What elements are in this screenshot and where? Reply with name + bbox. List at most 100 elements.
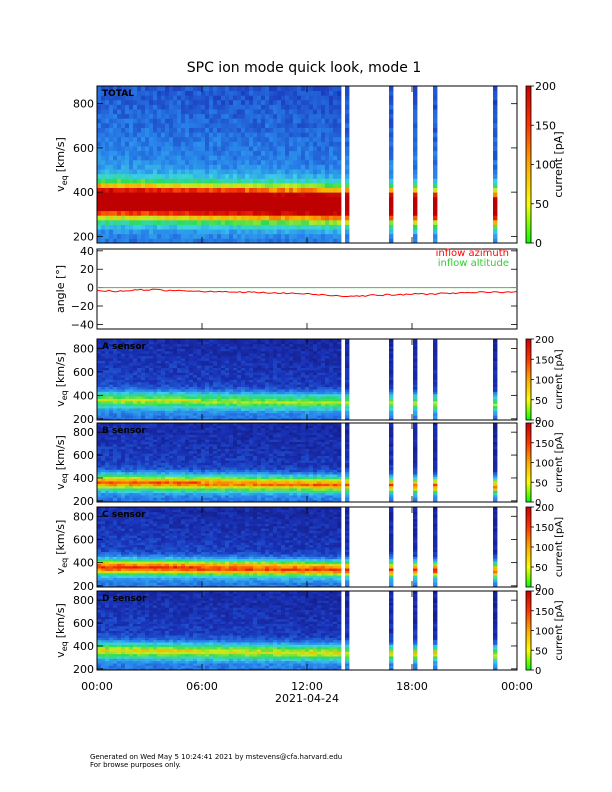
spectrogram-1-cell — [297, 210, 302, 216]
spectrogram-2-cell — [201, 403, 206, 407]
spectrogram-2-cell — [221, 367, 226, 371]
spectrogram-1-cell — [329, 132, 334, 138]
spectrogram-2-cell — [149, 374, 154, 378]
spectrogram-2-cell — [141, 398, 146, 402]
spectrogram-2-cell — [217, 393, 222, 397]
spectrogram-2-cell — [121, 403, 126, 407]
spectrogram-2-cell — [205, 348, 210, 352]
spectrogram-1-cell — [205, 192, 210, 198]
spectrogram-1-cell — [157, 173, 162, 179]
spectrogram-1-cell — [269, 233, 274, 239]
spectrogram-2-cell — [253, 367, 258, 371]
spectrogram-1-cell — [201, 164, 206, 170]
spectrogram-1-cell — [413, 109, 418, 115]
spectrogram-2-cell — [309, 410, 314, 414]
spectrogram-2-cell — [245, 372, 250, 376]
spectrogram-2-cell — [169, 398, 174, 402]
spectrogram-1-cell — [321, 182, 326, 188]
spectrogram-2-cell — [109, 410, 114, 414]
spectrogram-1-cell — [301, 150, 306, 156]
spectrogram-3-cell — [137, 464, 142, 468]
spectrogram-2-cell — [105, 369, 110, 373]
spectrogram-1-cell — [345, 164, 350, 170]
spectrogram-1-cell — [133, 118, 138, 124]
spectrogram-1-cell — [253, 95, 258, 101]
spectrogram-1-cell — [209, 141, 214, 147]
spectrogram-2-cell — [277, 343, 282, 347]
spectrogram-2-cell — [153, 369, 158, 373]
spectrogram-2-cell — [217, 343, 222, 347]
spectrogram-2-cell — [229, 362, 234, 366]
spectrogram-2-cell — [281, 358, 286, 361]
spectrogram-2-cell — [97, 412, 102, 416]
spectrogram-1-cell — [173, 95, 178, 101]
spectrogram-2-cell — [269, 384, 274, 388]
spectrogram-2-cell — [253, 369, 258, 373]
spectrogram-1-cell — [297, 178, 302, 184]
spectrogram-1-cell — [97, 146, 102, 152]
spectrogram-2-cell — [197, 410, 202, 414]
spectrogram-1-cell — [101, 224, 106, 230]
spectrogram-2-cell — [105, 403, 110, 407]
spectrogram-3-cell — [109, 483, 114, 487]
spectrogram-1-cell — [225, 99, 230, 105]
spectrogram-1-cell — [293, 127, 298, 133]
spectrogram-2-cell — [193, 389, 198, 392]
spectrogram-1-cell — [253, 178, 258, 184]
spectrogram-1-cell — [413, 219, 418, 225]
spectrogram-1-cell — [297, 201, 302, 207]
spectrogram-2-cell — [185, 379, 190, 383]
spectrogram-2-cell — [117, 341, 122, 345]
spectrogram-1-cell — [237, 113, 242, 119]
spectrogram-1-cell — [105, 182, 110, 188]
spectrogram-1-cell — [265, 150, 270, 156]
spectrogram-3-cell — [137, 474, 142, 477]
spectrogram-2-cell — [229, 360, 234, 364]
spectrogram-1-cell — [241, 122, 246, 128]
spectrogram-1-cell — [245, 155, 250, 161]
spectrogram-2-cell — [389, 372, 394, 376]
spectrogram-2-cell — [297, 405, 302, 409]
spectrogram-2-cell — [245, 365, 250, 368]
spectrogram-1-cell — [257, 95, 262, 101]
spectrogram-1-cell — [189, 182, 194, 188]
spectrogram-2-cell — [493, 360, 498, 364]
spectrogram-1-cell — [285, 146, 290, 152]
spectrogram-2-cell — [253, 396, 258, 399]
spectrogram-2-cell — [269, 348, 274, 352]
spectrogram-3-cell — [101, 478, 106, 482]
spectrogram-1-cell — [133, 210, 138, 216]
spectrogram-1-cell — [217, 164, 222, 170]
spectrogram-1-cell — [197, 146, 202, 152]
spectrogram-2-cell — [145, 358, 150, 361]
spectrogram-1-cell — [157, 164, 162, 170]
spectrogram-2-cell — [109, 396, 114, 399]
spectrogram-2-cell — [209, 400, 214, 404]
spectrogram-2-cell — [273, 410, 278, 414]
spectrogram-1-cell — [345, 141, 350, 147]
spectrogram-2-cell — [109, 341, 114, 345]
spectrogram-1-cell — [157, 219, 162, 225]
spectrogram-2-cell — [265, 412, 270, 416]
spectrogram-1-cell — [345, 95, 350, 101]
spectrogram-3-cell — [97, 467, 102, 470]
spectrogram-3-cell — [105, 443, 110, 447]
spectrogram-2-cell — [229, 381, 234, 385]
spectrogram-2-cell — [157, 365, 162, 368]
spectrogram-2-cell — [433, 405, 438, 409]
spectrogram-1-cell — [253, 219, 258, 225]
spectrogram-2-cell — [249, 415, 254, 419]
spectrogram-1-cell — [281, 187, 286, 193]
spectrogram-2-cell — [285, 341, 290, 345]
spectrogram-2-cell — [97, 377, 102, 380]
spectrogram-3-cell — [129, 483, 134, 487]
spectrogram-2-cell — [101, 341, 106, 345]
spectrogram-3-cell — [133, 427, 138, 431]
spectrogram-1-cell — [181, 95, 186, 101]
spectrogram-2-cell — [117, 350, 122, 354]
spectrogram-2-cell — [193, 377, 198, 380]
spectrogram-1-cell — [257, 196, 262, 202]
spectrogram-2-cell — [321, 355, 326, 359]
spectrogram-3-cell — [137, 462, 142, 466]
spectrogram-2-cell — [149, 377, 154, 380]
